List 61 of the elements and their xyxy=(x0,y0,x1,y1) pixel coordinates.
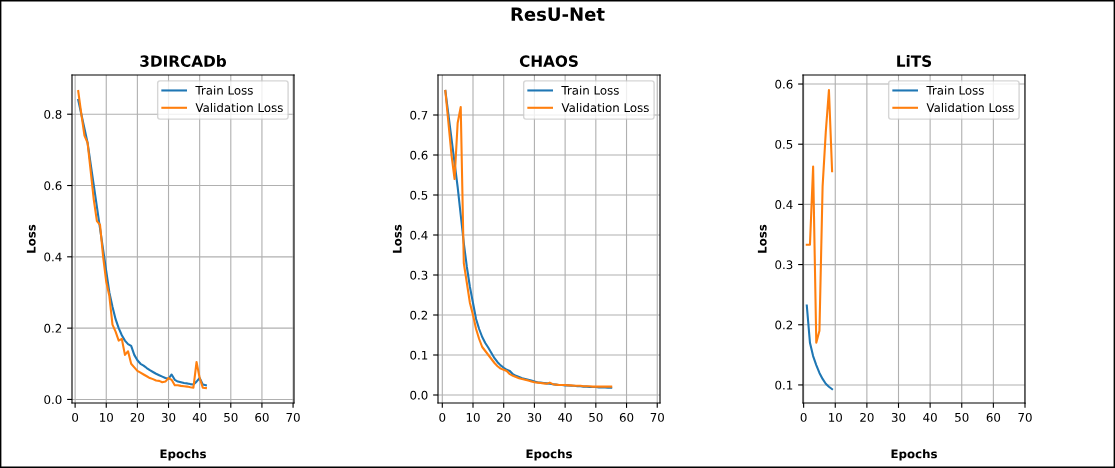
x-tick-label: 70 xyxy=(286,412,300,422)
legend-label: Train Loss xyxy=(195,85,253,95)
y-axis-title: Loss xyxy=(757,224,767,253)
x-tick-label: 70 xyxy=(650,412,664,422)
y-axis-title: Loss xyxy=(26,224,36,253)
y-axis-title: Loss xyxy=(392,224,402,253)
y-tick-label: 0.7 xyxy=(410,110,428,120)
y-tick-label: 0.4 xyxy=(410,230,428,240)
x-axis-title: Epochs xyxy=(526,449,572,461)
x-tick-label: 10 xyxy=(100,412,113,422)
x-tick-label: 40 xyxy=(923,412,937,422)
x-tick-label: 40 xyxy=(192,412,207,422)
x-tick-label: 50 xyxy=(955,412,969,422)
y-tick-label: 0.4 xyxy=(775,200,793,210)
x-tick-label: 70 xyxy=(1018,412,1032,422)
x-tick-label: 0 xyxy=(439,412,446,422)
text: ResU-Net xyxy=(511,7,605,21)
x-tick-label: 50 xyxy=(224,412,238,422)
y-tick-label: 0.3 xyxy=(775,260,793,270)
line-series xyxy=(805,304,834,391)
x-tick-label: 20 xyxy=(497,412,511,422)
y-tick-label: 0.0 xyxy=(44,395,62,405)
y-tick-label: 0.1 xyxy=(410,350,428,360)
x-tick-label: 60 xyxy=(255,412,269,422)
legend-label: Train Loss xyxy=(561,85,619,95)
y-tick-label: 0.6 xyxy=(410,150,428,160)
y-tick-label: 0.2 xyxy=(44,323,62,333)
y-tick-label: 0.4 xyxy=(44,252,62,262)
y-tick-label: 0.6 xyxy=(775,79,793,89)
x-tick-label: 40 xyxy=(558,412,572,422)
y-tick-label: 0.2 xyxy=(775,320,793,330)
legend-label: Validation Loss xyxy=(926,102,1014,113)
x-tick-label: 20 xyxy=(130,412,145,422)
x-tick-label: 60 xyxy=(986,412,1001,422)
x-axis-title: Epochs xyxy=(160,449,206,461)
x-tick-label: 30 xyxy=(527,412,542,422)
x-tick-label: 0 xyxy=(72,412,79,422)
x-tick-label: 30 xyxy=(161,412,176,422)
y-tick-label: 0.1 xyxy=(775,380,793,390)
x-axis-title: Epochs xyxy=(891,449,937,461)
y-tick-label: 0.2 xyxy=(410,310,428,320)
legend-label: Validation Loss xyxy=(561,102,649,113)
chart-title: LiTS xyxy=(897,55,932,67)
x-tick-label: 50 xyxy=(589,412,603,422)
line-series xyxy=(805,89,834,344)
x-tick-label: 20 xyxy=(860,412,874,422)
chart-title: CHAOS xyxy=(519,55,578,67)
chart-title: 3DIRCADb xyxy=(140,55,227,67)
x-tick-label: 10 xyxy=(466,412,480,422)
y-tick-label: 0.3 xyxy=(410,270,428,280)
x-tick-label: 60 xyxy=(619,412,634,422)
x-tick-label: 0 xyxy=(800,412,807,422)
y-tick-label: 0.0 xyxy=(410,390,428,400)
y-tick-label: 0.6 xyxy=(44,181,62,191)
legend-label: Train Loss xyxy=(926,85,984,95)
y-tick-label: 0.5 xyxy=(410,190,428,200)
x-tick-label: 10 xyxy=(829,412,842,422)
y-tick-label: 0.8 xyxy=(44,109,62,119)
legend-label: Validation Loss xyxy=(195,102,283,113)
y-tick-label: 0.5 xyxy=(775,139,793,149)
x-tick-label: 30 xyxy=(891,412,906,422)
